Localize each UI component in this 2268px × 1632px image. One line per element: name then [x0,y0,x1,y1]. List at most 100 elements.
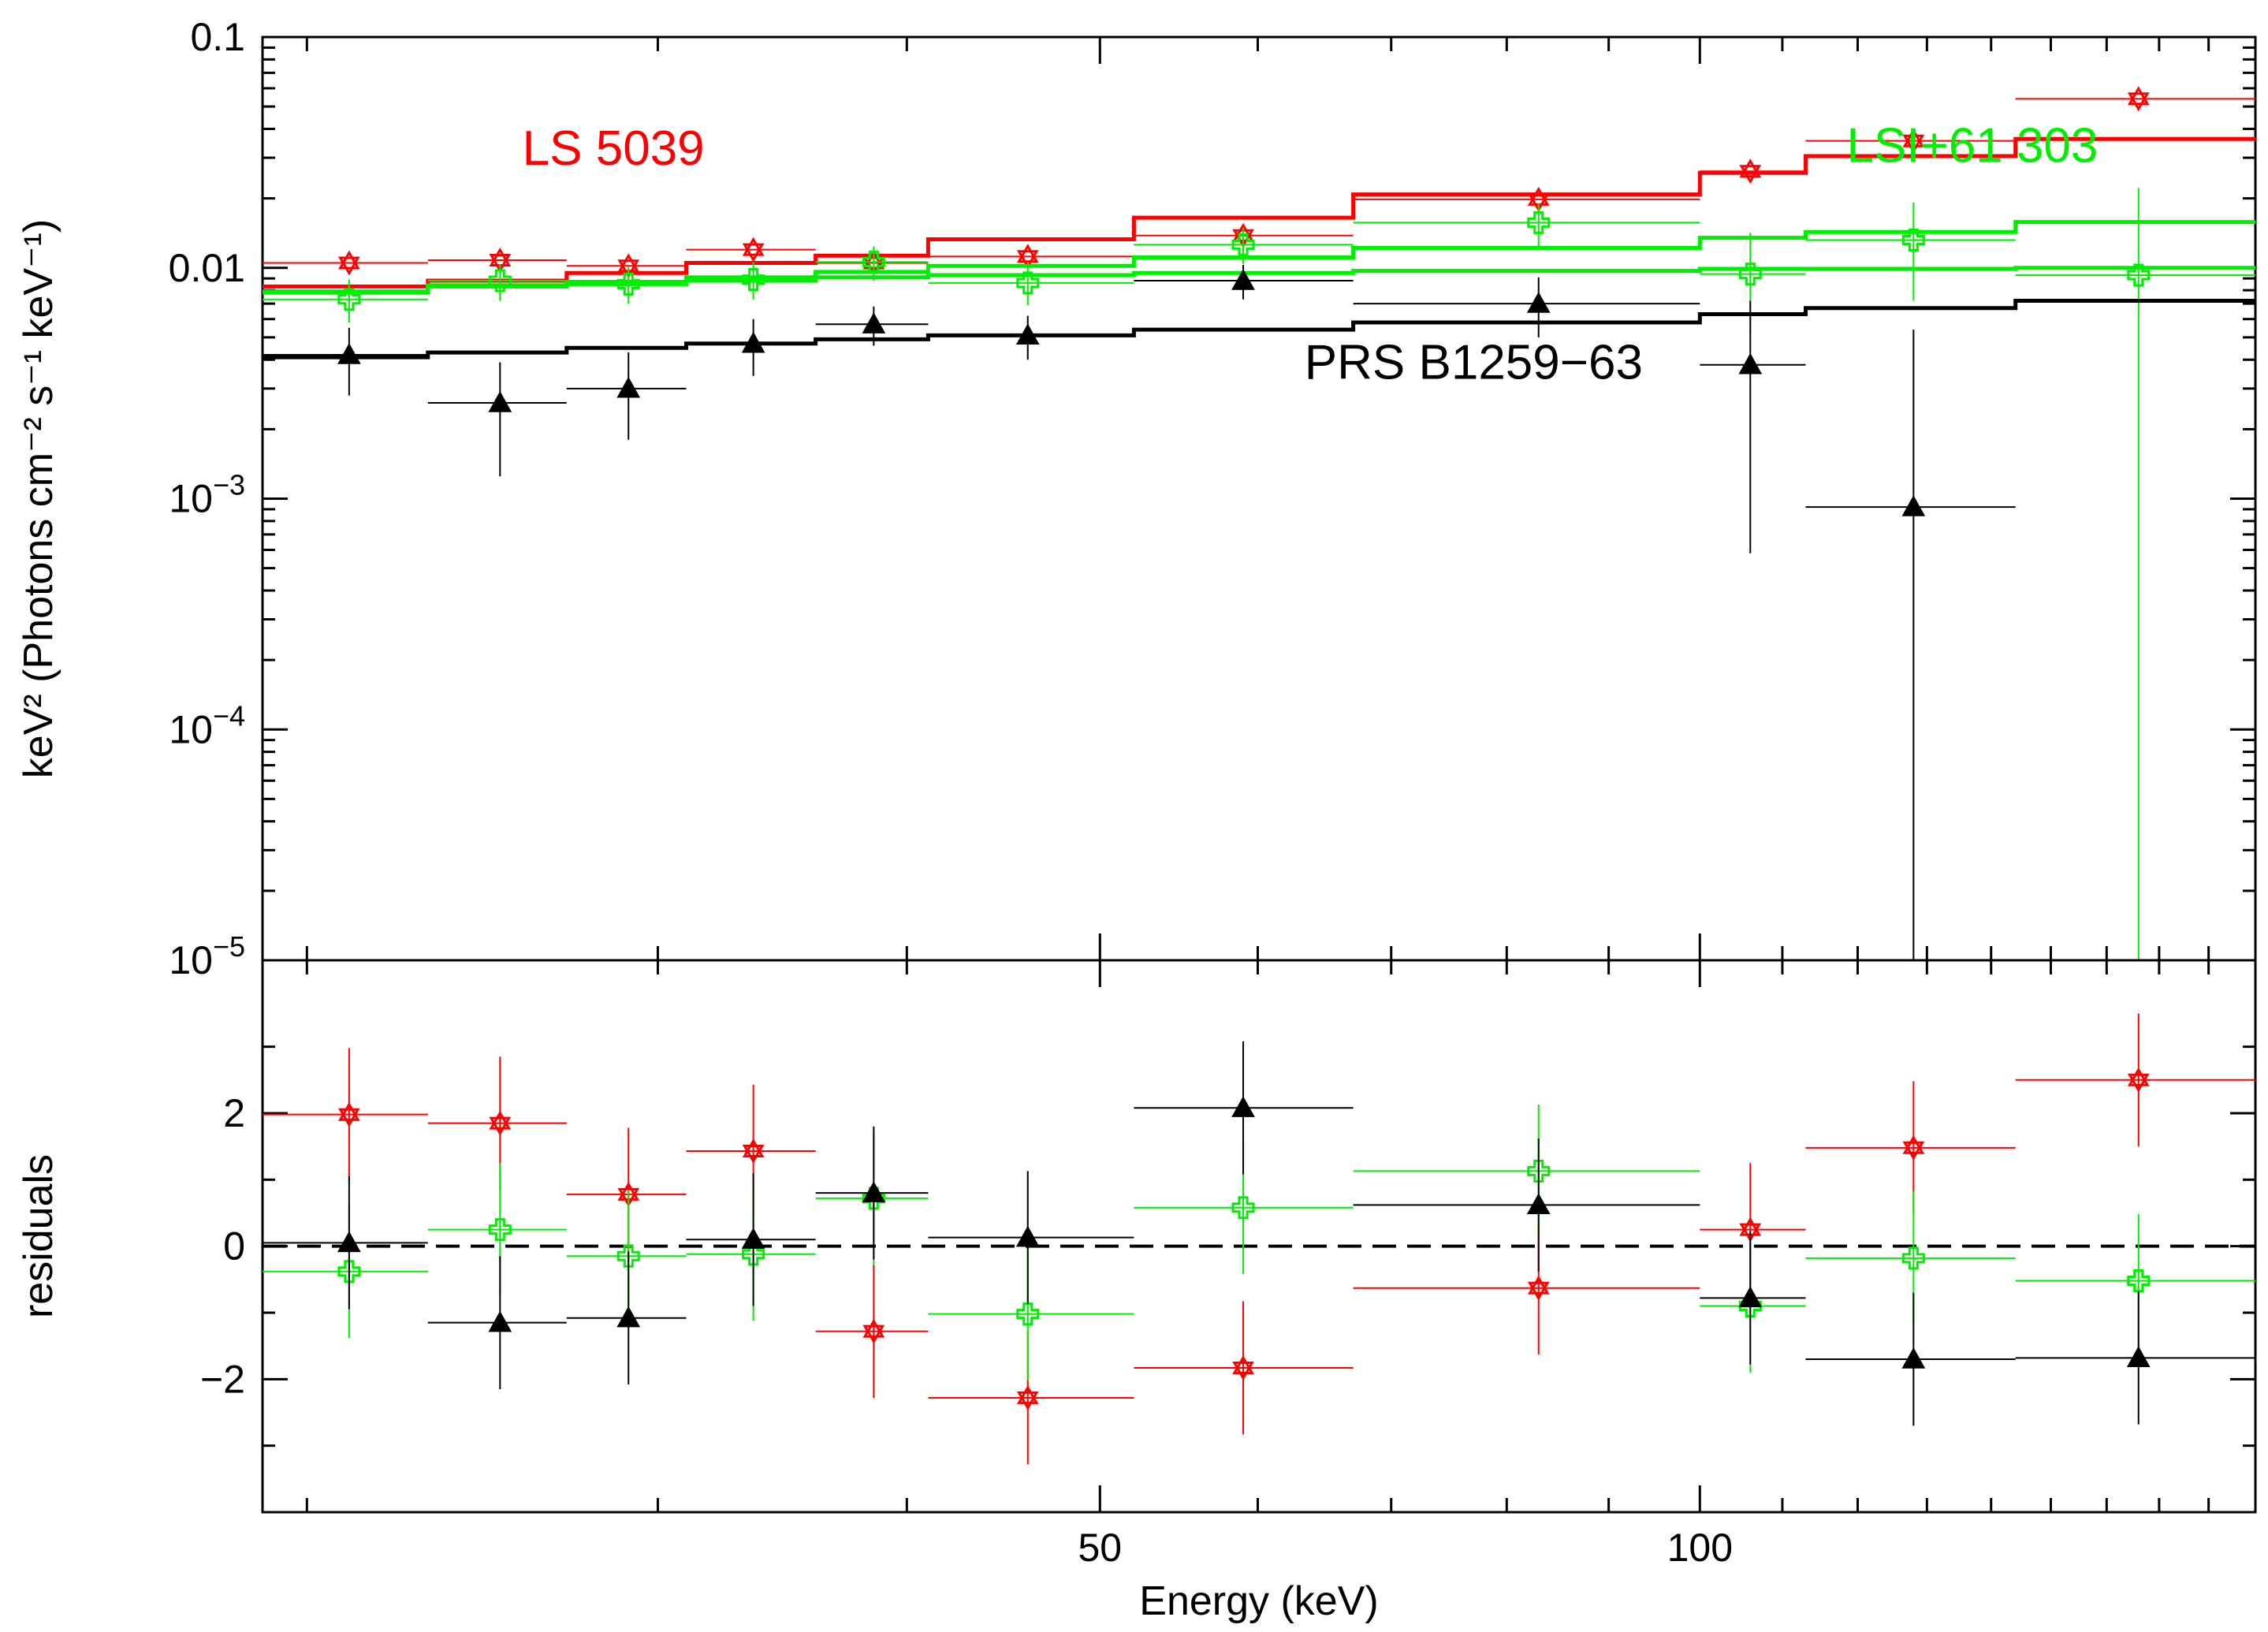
star-marker [1902,1135,1925,1154]
star-marker [1016,1384,1039,1404]
star-marker [1739,165,1762,184]
cross-marker [488,269,512,292]
star-marker [489,1116,512,1136]
cross-marker [337,288,361,311]
triangle-marker [862,1181,886,1202]
star-marker [1232,1354,1254,1374]
residual-series-prs-b1259-63 [263,1041,2255,1426]
star-marker [1902,134,1925,154]
series-lsi-61-303 [263,188,2255,960]
cross-marker [1527,211,1551,234]
cross-marker [742,268,765,292]
y-tick-label-base: 0.01 [169,246,245,290]
source-label: LS 5039 [523,121,705,176]
cross-marker [1901,1246,1925,1270]
star-marker [742,1145,765,1164]
y-tick-label-base: 0.1 [190,15,245,59]
star-marker [489,1110,512,1130]
y-tick-label-base: 10 [169,477,213,521]
y-axis-label-spectrum: keV² (Photons cm⁻² s⁻¹ keV⁻¹) [16,219,61,778]
star-marker [1902,1141,1925,1161]
y-tick-label: 10−3 [169,469,245,521]
star-marker [862,1318,885,1338]
star-marker [1527,1281,1550,1301]
x-tick-label: 50 [1078,1526,1122,1570]
cross-marker [1901,228,1925,252]
triangle-marker [337,1231,361,1253]
star-marker [617,259,640,279]
x-axis-label: Energy (keV) [1139,1578,1378,1624]
y-tick-label-base: 10 [169,938,213,982]
star-marker [1016,244,1039,263]
star-marker [2127,86,2150,106]
series-prs-b1259-63 [263,264,2255,960]
star-marker [2127,1073,2150,1093]
triangle-marker [2126,1346,2151,1368]
y-tick-label: 0.01 [169,246,245,290]
y-tick-label-base: 10 [169,707,213,751]
y-tick-label: 0 [223,1224,245,1269]
cross-marker [862,250,885,274]
y-tick-label-exponent: −3 [213,469,245,501]
triangle-marker [741,331,765,353]
x-tick-label: 100 [1667,1526,1733,1570]
triangle-marker [1526,292,1551,313]
star-marker [1016,1391,1039,1410]
triangle-marker [1231,1096,1255,1117]
triangle-marker [488,390,512,412]
triangle-marker [862,312,886,333]
y-tick-label: 0.1 [190,15,245,59]
triangle-marker [741,1228,765,1249]
triangle-marker [616,376,641,398]
triangle-marker [488,1310,512,1332]
y-tick-label-exponent: −5 [213,930,245,963]
residuals-panel: 50 100 −2 0 2 [200,37,2257,1570]
cross-marker [1016,271,1040,295]
triangle-marker [1901,1347,1926,1369]
y-tick-label: −2 [200,1357,245,1401]
cross-marker [616,272,640,296]
star-marker [1739,1223,1762,1243]
star-marker [2127,92,2150,112]
triangle-marker [337,343,361,364]
cross-marker [1527,1159,1551,1183]
triangle-marker [1015,1225,1040,1247]
cross-marker [1016,1302,1040,1326]
star-marker [337,1101,360,1121]
triangle-marker [1738,352,1763,374]
star-marker [1739,158,1762,178]
star-marker [489,254,512,273]
source-label: PRS B1259−63 [1305,336,1643,390]
model-step-line [263,136,2255,289]
cross-marker [1231,1196,1255,1220]
cross-marker [2127,1269,2151,1293]
cross-marker [742,1243,765,1266]
triangle-marker [1901,495,1926,516]
star-marker [742,243,765,263]
star-marker [337,250,360,270]
star-marker [1527,1275,1550,1295]
y-tick-label: 10−5 [169,930,245,982]
star-marker [1016,250,1039,270]
star-marker [862,1325,885,1344]
y-tick-label-exponent: −4 [213,699,245,732]
star-marker [742,237,765,256]
star-marker [337,256,360,276]
source-label: LSI+61 303 [1846,119,2098,173]
axis-labels: Energy (keV) keV² (Photons cm⁻² s⁻¹ keV⁻… [16,219,1379,1624]
star-marker [1902,128,1925,147]
model-step-line-secondary [263,266,2255,295]
star-marker [617,1187,640,1207]
star-marker [742,1138,765,1157]
triangle-marker [1738,1286,1763,1308]
y-tick-label: 2 [223,1091,245,1135]
cross-marker [2127,263,2151,287]
triangle-marker [1015,323,1040,345]
star-marker [2127,1067,2150,1086]
triangle-marker [1231,268,1255,290]
cross-marker [488,1218,512,1242]
residuals-frame [261,959,2257,1514]
cross-marker [616,1244,640,1268]
star-marker [1232,1362,1254,1381]
